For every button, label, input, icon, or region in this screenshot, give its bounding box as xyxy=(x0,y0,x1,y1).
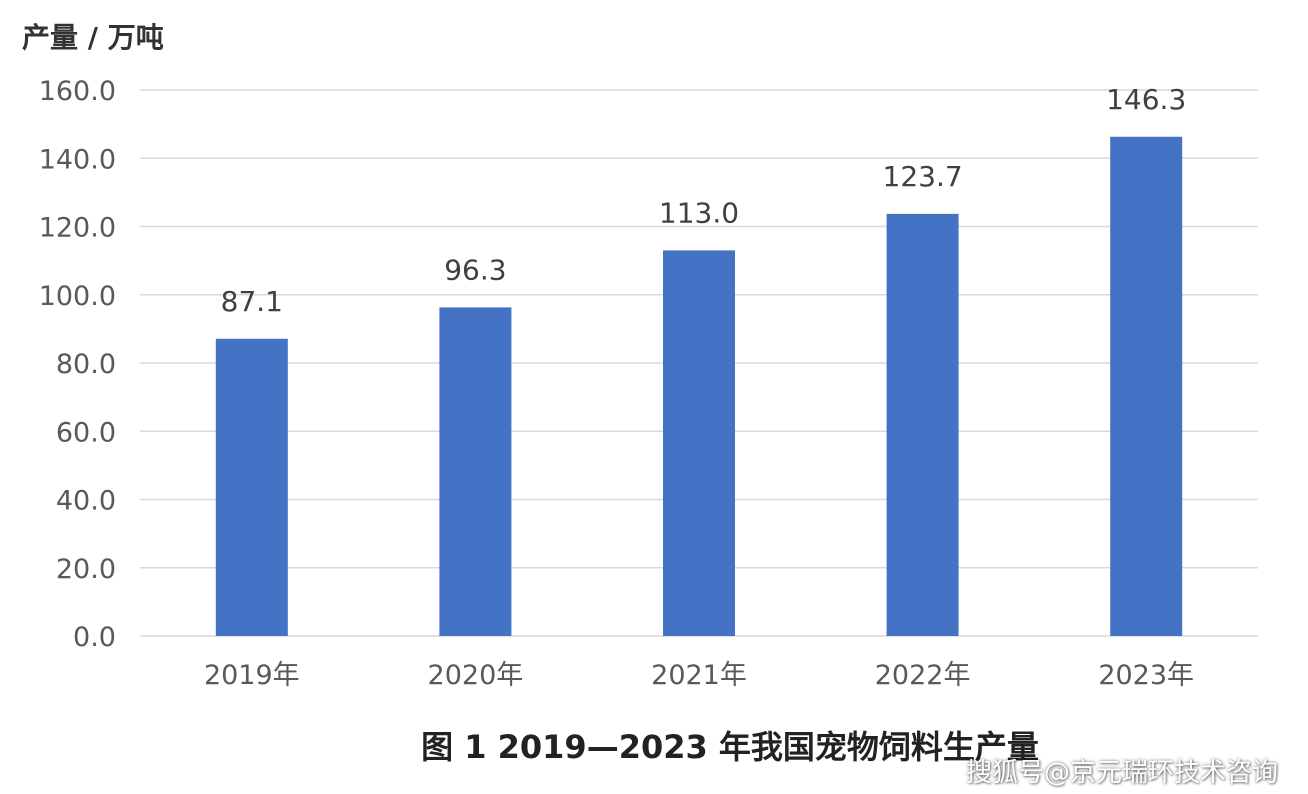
y-tick-label: 40.0 xyxy=(56,486,116,517)
x-tick-label: 2023年 xyxy=(1098,660,1194,691)
data-label: 96.3 xyxy=(444,253,506,286)
x-tick-label: 2022年 xyxy=(875,660,971,691)
bar xyxy=(886,213,959,636)
y-tick-label: 80.0 xyxy=(56,349,116,380)
bar xyxy=(663,250,735,636)
y-tick-label: 160.0 xyxy=(39,76,116,107)
x-tick-label: 2021年 xyxy=(651,660,747,691)
bar xyxy=(215,338,288,636)
data-label: 146.3 xyxy=(1106,83,1186,116)
x-tick-label: 2020年 xyxy=(428,660,524,691)
y-tick-label: 100.0 xyxy=(39,281,116,312)
bar xyxy=(439,307,512,636)
data-label: 113.0 xyxy=(659,196,739,229)
y-tick-label: 120.0 xyxy=(39,213,116,244)
y-tick-label: 0.0 xyxy=(73,622,116,653)
bar xyxy=(1110,136,1183,636)
x-tick-label: 2019年 xyxy=(204,660,300,691)
data-label: 123.7 xyxy=(883,160,963,193)
y-tick-label: 20.0 xyxy=(56,554,116,585)
watermark: 搜狐号@京元瑞环技术咨询 xyxy=(965,758,1278,788)
y-tick-label: 60.0 xyxy=(56,417,116,448)
y-tick-label: 140.0 xyxy=(39,144,116,175)
y-axis-title: 产量 / 万吨 xyxy=(22,21,164,54)
data-label: 87.1 xyxy=(221,285,283,318)
chart-caption: 图 1 2019—2023 年我国宠物饲料生产量 xyxy=(421,728,1039,766)
